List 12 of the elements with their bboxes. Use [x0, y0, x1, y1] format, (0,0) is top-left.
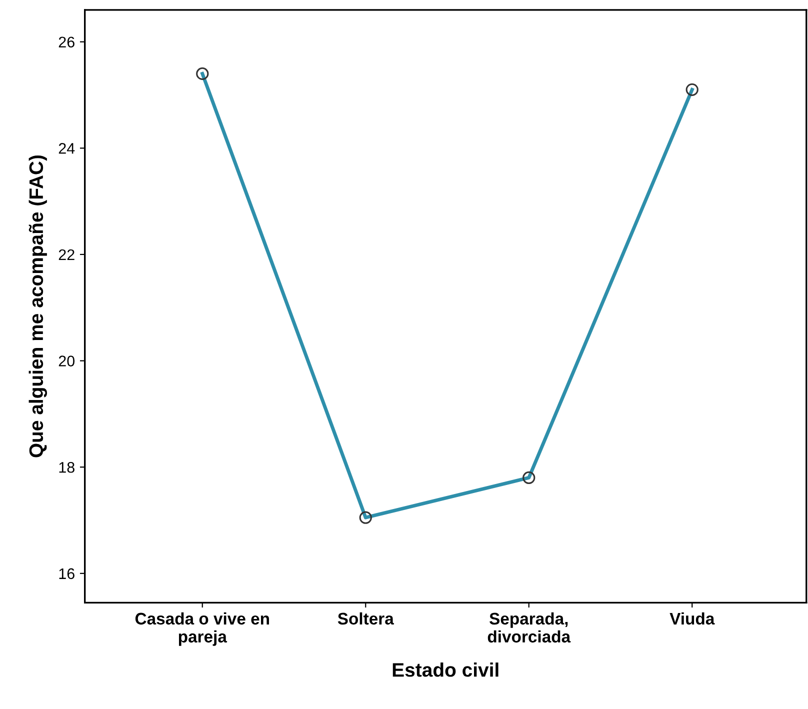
y-tick-label: 16 — [59, 568, 74, 580]
x-tick-label: Viuda — [670, 612, 715, 625]
x-axis-title: Estado civil — [392, 662, 498, 677]
y-tick-label: 24 — [58, 143, 75, 154]
y-axis-title: Que alguien me acompañe (FAC) — [28, 155, 48, 458]
x-tick-label: Casada o vive en pareja — [135, 612, 269, 646]
y-tick-label: 26 — [58, 36, 74, 48]
y-tick-label: 22 — [58, 249, 74, 260]
x-tick-label: Separada, divorciada — [488, 612, 571, 643]
y-tick-label: 20 — [58, 356, 75, 366]
x-tick-label: Soltera — [338, 612, 394, 625]
y-tick-label: 18 — [59, 462, 74, 473]
